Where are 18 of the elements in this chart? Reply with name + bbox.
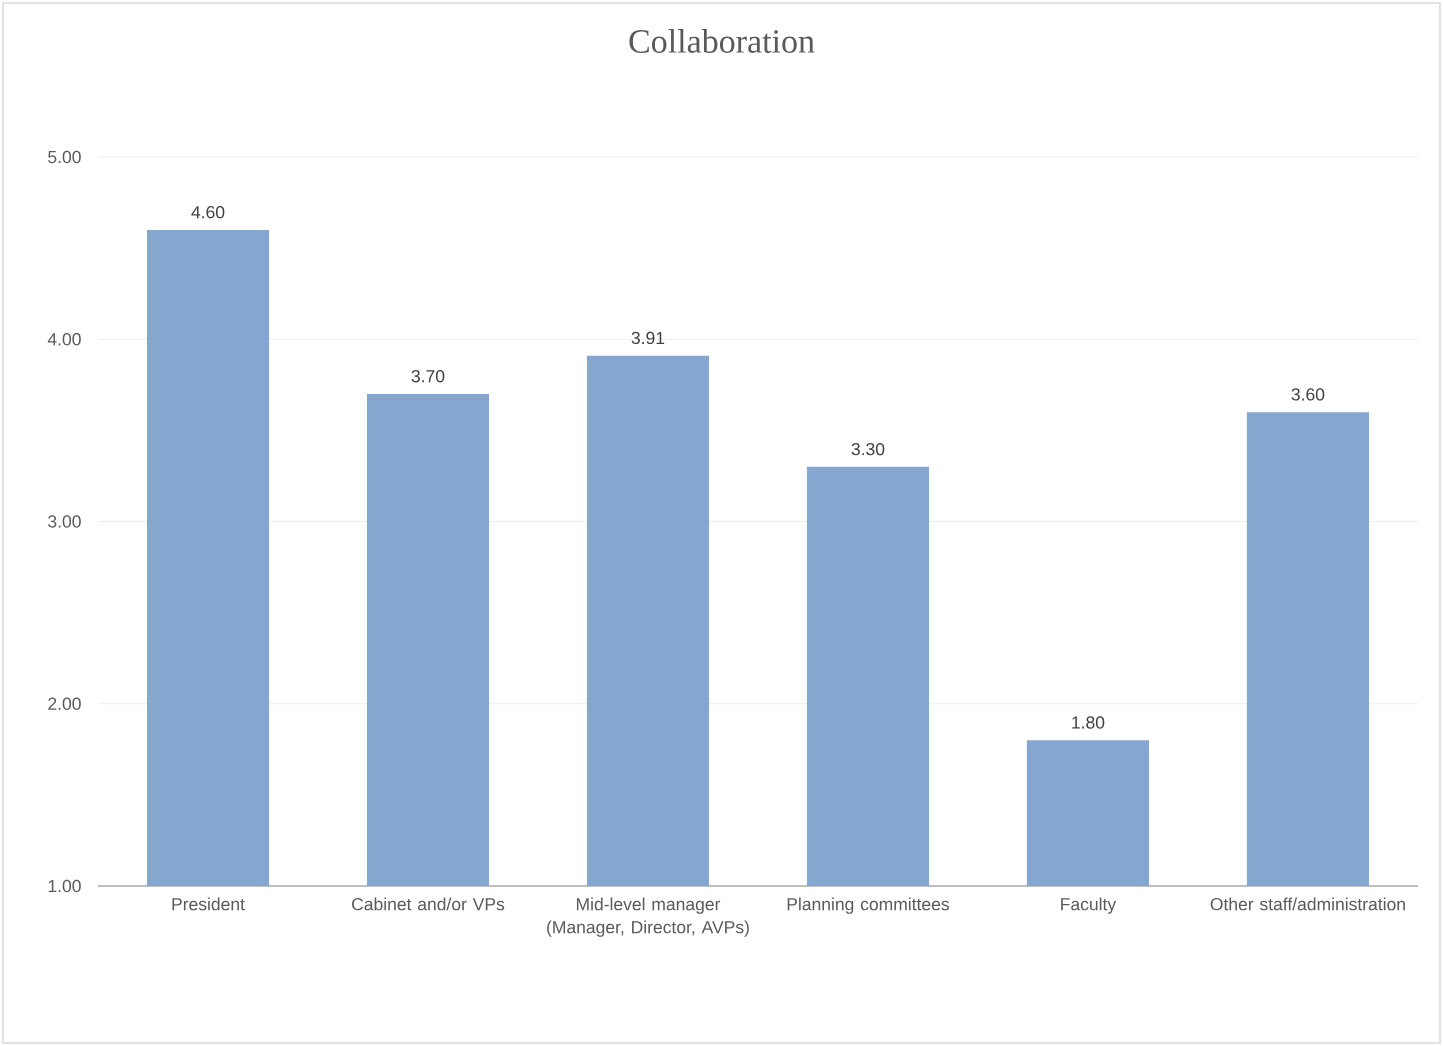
data-label: 3.60: [1291, 388, 1325, 401]
x-tick-label: Planning committees: [787, 897, 949, 914]
x-tick-label: Cabinet and/or VPs: [352, 897, 505, 911]
data-label: 3.91: [631, 331, 665, 345]
y-tick-label: 3.00: [48, 515, 81, 528]
x-tick-label: President: [172, 897, 245, 911]
data-label: 3.70: [411, 369, 445, 383]
y-tick-label: 5.00: [48, 150, 81, 164]
chart-title: Collaboration: [629, 29, 815, 53]
x-tick-label: Faculty: [1061, 897, 1117, 914]
y-tick-label: 1.00: [48, 879, 81, 893]
data-label: 3.30: [851, 442, 885, 456]
y-tick-label: 2.00: [48, 697, 81, 710]
data-label: 4.60: [191, 205, 225, 219]
x-tick-label: Other staff/administration: [1210, 897, 1405, 911]
x-tick-label: Mid-level manager (Manager, Director, AVPs): [547, 897, 749, 937]
data-label: 1.80: [1072, 716, 1105, 729]
y-tick-label: 4.00: [47, 333, 81, 346]
